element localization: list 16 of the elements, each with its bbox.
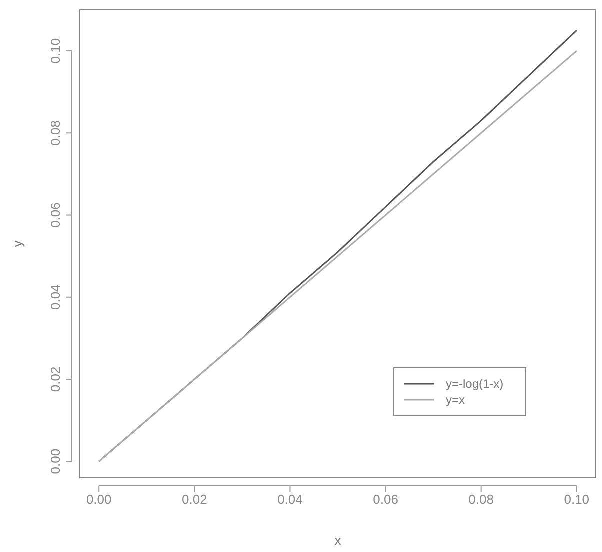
y-axis-title: y bbox=[10, 240, 25, 248]
y-tick-label: 0.00 bbox=[48, 448, 63, 474]
y-tick-label: 0.02 bbox=[48, 366, 63, 392]
y-tick-label: 0.08 bbox=[48, 120, 63, 146]
x-tick-label: 0.02 bbox=[182, 492, 208, 508]
y-tick-label: 0.06 bbox=[48, 202, 63, 228]
legend-label: y=x bbox=[446, 393, 466, 407]
y-tick-label: 0.10 bbox=[48, 38, 63, 64]
x-tick-label: 0.06 bbox=[373, 492, 398, 508]
x-tick-label: 0.08 bbox=[468, 492, 494, 508]
y-tick-label: 0.04 bbox=[48, 284, 63, 310]
x-tick-label: 0.10 bbox=[564, 492, 590, 508]
x-tick-label: 0.00 bbox=[86, 492, 112, 508]
legend-label: y=-log(1-x) bbox=[446, 377, 504, 391]
x-axis-title: x bbox=[334, 533, 342, 548]
x-tick-label: 0.04 bbox=[278, 492, 303, 508]
